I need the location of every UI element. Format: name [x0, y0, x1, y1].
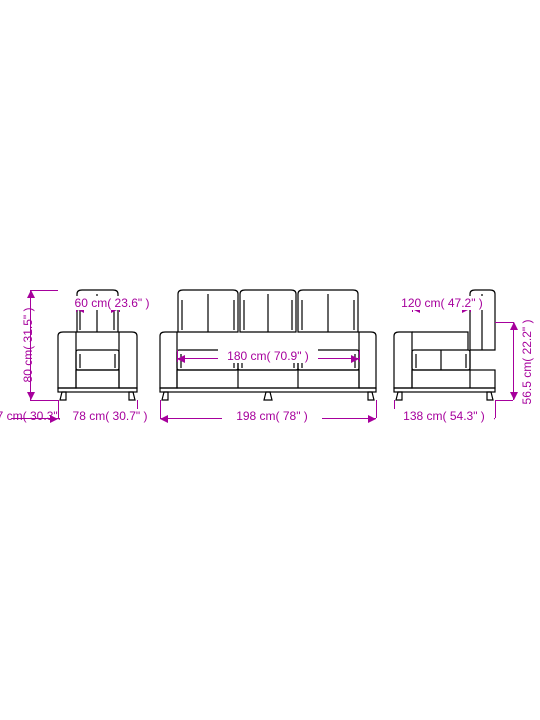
dim-80-label: 80 cm( 31.5" ) — [21, 295, 35, 395]
ext-line — [30, 400, 58, 401]
ext-line — [495, 400, 513, 401]
arrow — [510, 392, 518, 400]
dim-56-label: 56.5 cm( 22.2" ) — [520, 307, 534, 417]
dim-120-label: 120 cm( 47.2" ) — [392, 296, 492, 310]
arrow — [510, 322, 518, 330]
ext-line — [495, 400, 496, 418]
ext-line — [359, 350, 360, 362]
arrow — [160, 415, 168, 423]
dim-78-label: 78 cm( 30.7" ) — [60, 409, 160, 423]
sofa-center — [160, 290, 376, 400]
arrow — [177, 355, 185, 363]
dim-180-label: 180 cm( 70.9" ) — [218, 349, 318, 363]
dim-56-line — [513, 322, 514, 400]
ext-line — [376, 400, 377, 418]
arrow — [351, 355, 359, 363]
dim-60-label: 60 cm( 23.6" ) — [62, 296, 162, 310]
dim-138-label: 138 cm( 54.3" ) — [394, 409, 494, 423]
dim-198-label: 198 cm( 78" ) — [222, 409, 322, 423]
arrow — [368, 415, 376, 423]
